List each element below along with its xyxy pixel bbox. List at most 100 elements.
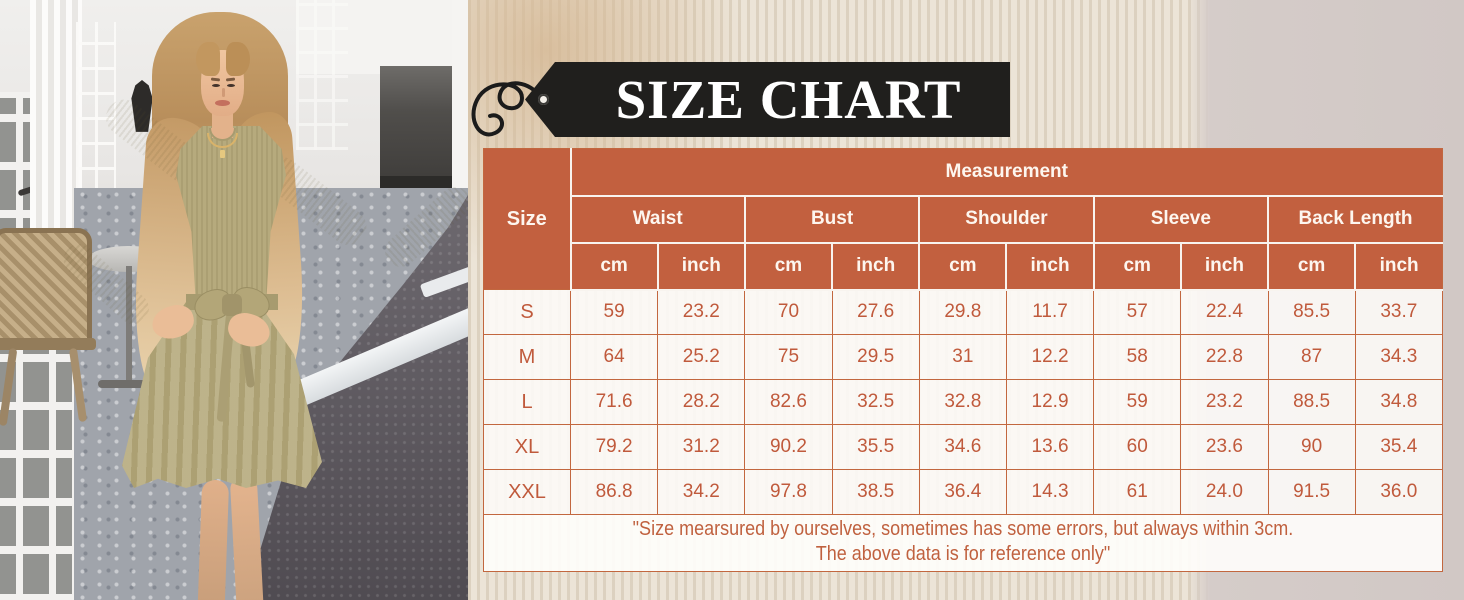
measurement-cell: 97.8	[744, 469, 833, 515]
size-cell-M: M	[483, 334, 571, 380]
group-header-waist: Waist	[569, 194, 746, 244]
group-header-bust: Bust	[743, 194, 921, 244]
measurement-cell: 60	[1093, 424, 1182, 470]
measurement-cell: 32.5	[831, 379, 920, 425]
measurement-cell: 70	[744, 289, 833, 335]
measurement-cell: 28.2	[657, 379, 746, 425]
measurement-cell: 87	[1267, 334, 1356, 380]
measurement-cell: 23.6	[1180, 424, 1269, 470]
wall-lantern-icon	[131, 80, 153, 132]
note-line-1: "Size mearsured by ourselves, sometimes …	[632, 518, 1294, 540]
size-chart-title: SIZE CHART	[615, 69, 962, 130]
measurement-cell: 27.6	[831, 289, 920, 335]
model-eye	[227, 84, 235, 87]
measurement-cell: 57	[1093, 289, 1182, 335]
size-table-header: Size Measurement Waist Bust Shoulder Sle…	[483, 148, 1443, 291]
measurement-cell: 11.7	[1005, 289, 1095, 335]
rattan-chair-seat	[0, 338, 96, 350]
size-cell-L: L	[483, 379, 571, 425]
dress-bow-knot	[222, 294, 242, 316]
unit-header-sleeve-inch: inch	[1179, 241, 1270, 291]
group-header-shoulder: Shoulder	[918, 194, 1095, 244]
measurement-cell: 91.5	[1267, 469, 1356, 515]
note-line-2: The above data is for reference only"	[815, 543, 1111, 565]
measurement-cell: 31	[918, 334, 1007, 380]
group-header-back-length: Back Length	[1267, 194, 1443, 244]
note-row: "Size mearsured by ourselves, sometimes …	[483, 514, 1443, 572]
size-chart-panel: SIZE CHART Size Measurement Waist Bust S…	[468, 0, 1464, 600]
size-row-M: M 64 25.2 75 29.5 31 12.2 58 22.8 87 34.3	[483, 334, 1444, 380]
model-eye	[212, 84, 220, 87]
unit-header-back-length-cm: cm	[1266, 241, 1357, 291]
trellis	[76, 22, 116, 220]
measurement-cell: 34.3	[1354, 334, 1444, 380]
measurement-cell: 23.2	[1180, 379, 1269, 425]
measurement-cell: 25.2	[657, 334, 746, 380]
group-header-row: Waist Bust Shoulder Sleeve Back Length	[484, 194, 1443, 244]
size-cell-XXL: XXL	[483, 469, 571, 515]
group-header-sleeve: Sleeve	[1092, 194, 1270, 244]
measurement-cell: 64	[569, 334, 659, 380]
bistro-table-leg	[126, 266, 132, 382]
measurement-cell: 35.5	[831, 424, 920, 470]
curtain	[30, 0, 82, 240]
size-table: Size Measurement Waist Bust Shoulder Sle…	[483, 148, 1444, 572]
measurement-cell: 34.2	[657, 469, 746, 515]
unit-header-bust-cm: cm	[743, 241, 834, 291]
unit-header-bust-inch: inch	[831, 241, 921, 291]
tag-string-icon	[471, 81, 544, 137]
measurement-cell: 13.6	[1005, 424, 1095, 470]
model-photo	[0, 0, 468, 600]
measurement-cell: 59	[569, 289, 659, 335]
model-hair-bang-right	[226, 42, 250, 76]
measurement-header: Measurement	[569, 148, 1443, 197]
measurement-cell: 31.2	[657, 424, 746, 470]
size-chart-banner: SIZE CHART	[471, 62, 1010, 137]
measurement-cell: 75	[744, 334, 833, 380]
measurement-cell: 79.2	[569, 424, 659, 470]
unit-header-back-length-inch: inch	[1354, 241, 1443, 291]
unit-header-shoulder-cm: cm	[918, 241, 1008, 291]
unit-header-waist-cm: cm	[569, 241, 659, 291]
trellis-right	[296, 0, 348, 150]
unit-header-waist-inch: inch	[656, 241, 746, 291]
measurement-cell: 71.6	[569, 379, 659, 425]
measurement-cell: 12.2	[1005, 334, 1095, 380]
measurement-cell: 24.0	[1180, 469, 1269, 515]
measurement-cell: 29.5	[831, 334, 920, 380]
measurement-cell: 90.2	[744, 424, 833, 470]
measurement-cell: 88.5	[1267, 379, 1356, 425]
unit-header-row: cm inch cm inch cm inch cm inch cm inch	[484, 241, 1443, 291]
model-lips	[215, 100, 230, 106]
measurement-cell: 22.8	[1180, 334, 1269, 380]
note-cell: "Size mearsured by ourselves, sometimes …	[483, 514, 1443, 572]
measurement-cell: 32.8	[918, 379, 1007, 425]
measurement-cell: 61	[1093, 469, 1182, 515]
size-row-S: S 59 23.2 70 27.6 29.8 11.7 57 22.4 85.5 33.7	[483, 289, 1444, 335]
measurement-cell: 90	[1267, 424, 1356, 470]
model-nose	[222, 88, 225, 97]
unit-header-shoulder-inch: inch	[1005, 241, 1095, 291]
size-row-XXL: XXL 86.8 34.2 97.8 38.5 36.4 14.3 61 24.0 91.5 36.…	[483, 469, 1444, 515]
measurement-cell: 29.8	[918, 289, 1007, 335]
rattan-chair	[0, 228, 92, 344]
size-table-footer: "Size mearsured by ourselves, sometimes …	[483, 514, 1443, 572]
size-table-body: S 59 23.2 70 27.6 29.8 11.7 57 22.4 85.5 33.7 M 64 25…	[483, 289, 1444, 515]
measurement-cell: 14.3	[1005, 469, 1095, 515]
tag-hole-icon	[538, 94, 549, 105]
measurement-cell: 34.6	[918, 424, 1007, 470]
measurement-cell: 34.8	[1354, 379, 1444, 425]
size-column-header: Size	[483, 148, 572, 290]
model-hair-bang-left	[196, 42, 220, 76]
measurement-cell: 23.2	[657, 289, 746, 335]
measurement-cell: 33.7	[1354, 289, 1444, 335]
size-cell-XL: XL	[483, 424, 571, 470]
measurement-cell: 12.9	[1005, 379, 1095, 425]
price-tag-shape: SIZE CHART	[525, 62, 1010, 137]
dress-bodice	[176, 126, 286, 302]
size-row-XL: XL 79.2 31.2 90.2 35.5 34.6 13.6 60 23.6 90 35.4	[483, 424, 1444, 470]
dark-doorway	[380, 66, 456, 196]
measurement-cell: 36.0	[1354, 469, 1444, 515]
measurement-cell: 58	[1093, 334, 1182, 380]
